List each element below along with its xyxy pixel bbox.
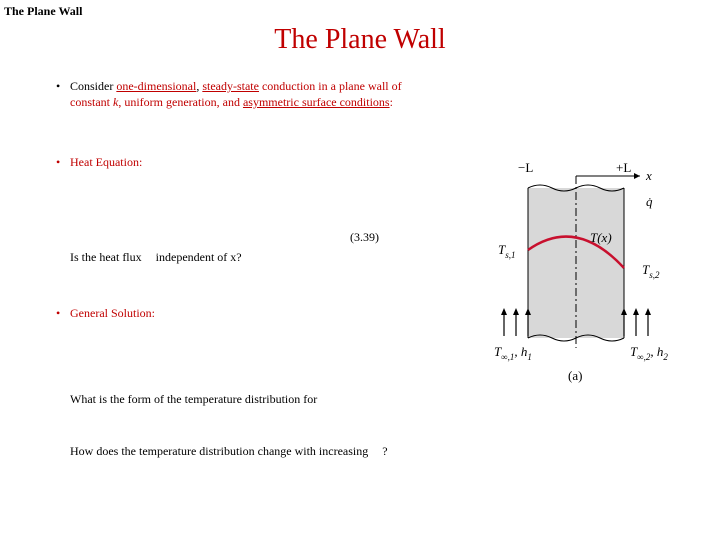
slide-content: Consider one-dimensional, steady-state c… [56, 78, 436, 459]
label-Tx: T(x) [590, 230, 612, 245]
x-arrowhead [634, 173, 640, 179]
question-form: What is the form of the temperature dist… [70, 391, 436, 407]
label-minusL: −L [518, 160, 533, 175]
label-Tinf1: T∞,1, h1 [494, 344, 532, 362]
equation-number: (3.39) [350, 230, 379, 245]
q3b: ? [382, 444, 387, 458]
main-title: The Plane Wall [0, 24, 720, 56]
plane-wall-diagram: −L +L x q̇ Ts,1 T(x) Ts,2 T∞,1, h1 T∞,2,… [490, 160, 690, 390]
bullet-3: General Solution: [56, 305, 436, 321]
b1-prefix: Consider [70, 79, 116, 93]
q1b: independent of x? [156, 250, 242, 264]
b1-u1: one-dimensional [116, 79, 196, 93]
label-a: (a) [568, 368, 582, 383]
bullet-2: Heat Equation: [56, 154, 436, 170]
b1-colon: : [390, 95, 393, 109]
label-Ts1: Ts,1 [498, 242, 516, 260]
bullet-1: Consider one-dimensional, steady-state c… [56, 78, 436, 110]
label-x: x [645, 168, 652, 183]
label-Ts2: Ts,2 [642, 262, 660, 280]
b1-u3: asymmetric surface conditions [243, 95, 390, 109]
q3a: How does the temperature distribution ch… [70, 444, 368, 458]
label-plusL: +L [616, 160, 631, 175]
top-left-title: The Plane Wall [4, 4, 82, 19]
label-qdot: q̇ [646, 194, 653, 209]
b1-u2: steady-state [202, 79, 259, 93]
question-heatflux: Is the heat flux independent of x? [70, 249, 436, 265]
label-Tinf2: T∞,2, h2 [630, 344, 668, 362]
arrows-right [621, 308, 651, 336]
arrows-left [501, 308, 531, 336]
b1-after-k: , uniform generation, and [118, 95, 243, 109]
question-change: How does the temperature distribution ch… [70, 443, 436, 459]
q1a: Is the heat flux [70, 250, 142, 264]
